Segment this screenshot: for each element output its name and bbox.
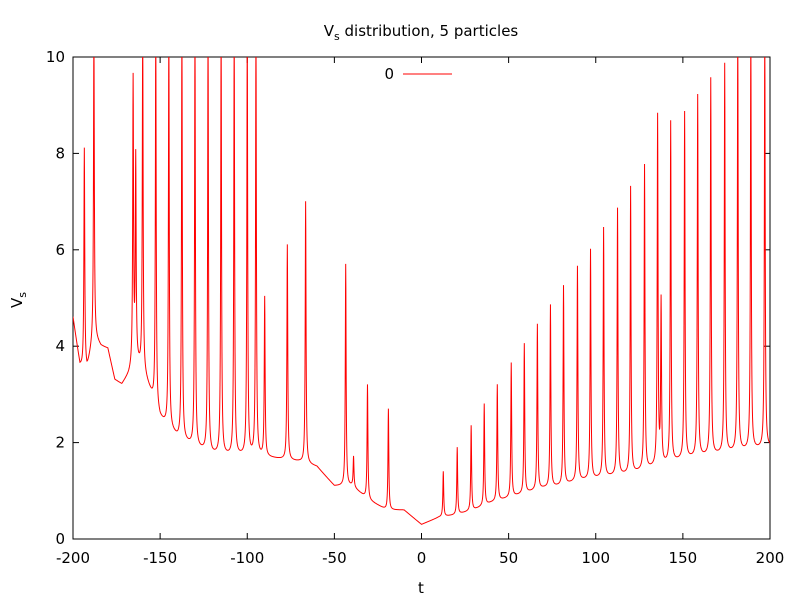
legend: 0 [384, 65, 452, 83]
x-tick-label: 50 [499, 549, 518, 567]
y-tick-label: 4 [55, 337, 65, 355]
x-tick-label: 0 [417, 549, 427, 567]
y-tick-label: 2 [55, 434, 65, 452]
x-axis: -200 -150 -100 -50 0 50 100 150 200 [56, 57, 784, 567]
y-tick-label: 6 [55, 241, 65, 259]
x-tick-label: 150 [669, 549, 698, 567]
x-tick-label: 100 [581, 549, 610, 567]
x-axis-label: t [418, 579, 424, 597]
x-tick-label: -200 [56, 549, 90, 567]
x-tick-label: 200 [756, 549, 785, 567]
y-tick-label: 8 [55, 144, 65, 162]
x-tick-label: -150 [143, 549, 177, 567]
plot-frame [72, 56, 771, 540]
y-tick-label: 10 [46, 48, 65, 66]
y-tick-label: 0 [55, 530, 65, 548]
chart-title: Vs distribution, 5 particles [324, 22, 519, 43]
y-axis: 0 2 4 6 8 10 [46, 48, 770, 548]
x-tick-label: -100 [230, 549, 264, 567]
y-axis-label: Vs [8, 292, 29, 308]
x-tick-label: -50 [322, 549, 347, 567]
legend-entry-0: 0 [384, 65, 394, 83]
series-line-0 [73, 57, 770, 525]
